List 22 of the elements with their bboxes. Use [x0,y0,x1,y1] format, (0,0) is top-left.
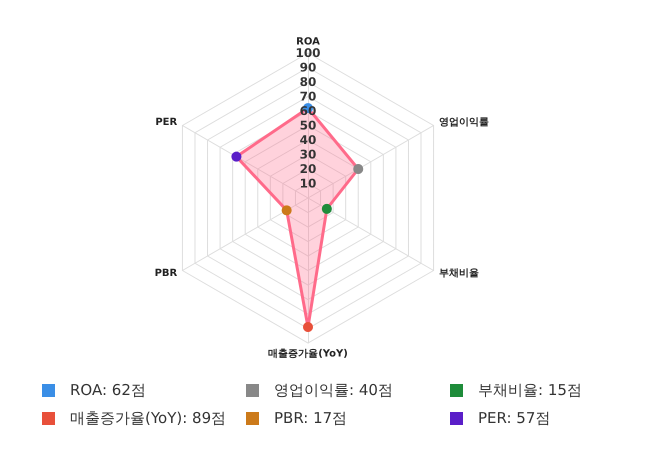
y-tick-label: 90 [300,60,316,74]
text: PER: 57점 [478,408,550,426]
spoke-label: PBR [154,268,178,279]
y-tick-label: 100 [295,46,321,60]
text: 영업이익률: 40점 [274,380,393,398]
text: 부채비율: 15점 [478,380,582,398]
spoke-label: 매출증가율(YoY) [268,348,348,360]
text: 매출증가율(YoY): 89점 [70,408,226,426]
y-tick-label: 10 [300,176,316,190]
y-tick-label: 80 [300,75,316,89]
spoke-label: 부채비율 [438,268,479,279]
y-tick-label: 70 [300,90,316,104]
y-tick-label: 20 [300,162,316,176]
spoke-label: ROA [296,36,320,48]
spoke-label: 영업이익률 [438,117,489,128]
spoke-label: PER [155,117,178,128]
y-tick-label: 40 [300,133,316,147]
text: PBR: 17점 [274,408,348,426]
y-tick-label: 50 [300,118,316,132]
text: ROA: 62점 [70,380,146,398]
y-tick-label: 60 [300,104,316,118]
y-tick-label: 30 [300,148,316,162]
